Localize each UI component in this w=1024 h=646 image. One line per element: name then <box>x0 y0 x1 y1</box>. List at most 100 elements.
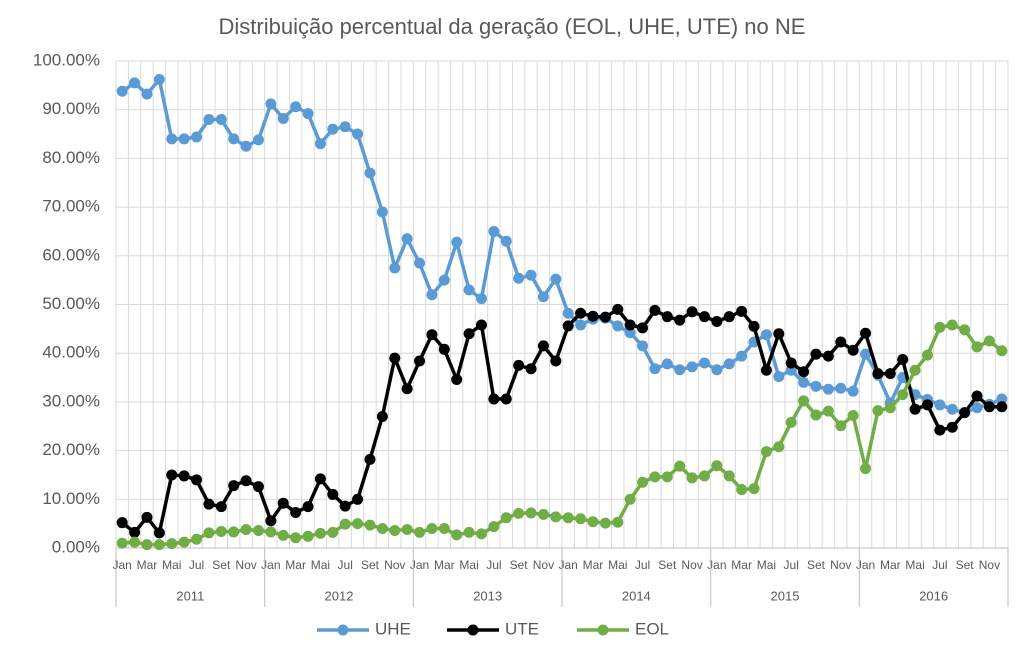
data-point <box>959 407 971 419</box>
data-point <box>723 311 735 323</box>
data-point <box>637 476 649 488</box>
data-point <box>599 517 611 529</box>
y-tick-label: 80.00% <box>42 148 100 167</box>
data-point <box>438 274 450 286</box>
data-point <box>178 133 190 145</box>
data-point <box>414 526 426 538</box>
x-tick-label: Mar <box>285 558 306 572</box>
data-point <box>921 399 933 411</box>
data-point <box>302 530 314 542</box>
data-point <box>884 402 896 414</box>
data-point <box>860 463 872 475</box>
data-point <box>996 401 1008 413</box>
data-point <box>364 167 376 179</box>
x-tick-label: Nov <box>830 558 851 572</box>
data-point <box>674 460 686 472</box>
x-tick-label: Jul <box>189 558 204 572</box>
data-point <box>488 393 500 405</box>
data-point <box>364 453 376 465</box>
data-point <box>116 517 128 529</box>
data-point <box>401 383 413 395</box>
data-point <box>785 357 797 369</box>
data-point <box>698 470 710 482</box>
data-point <box>129 536 141 548</box>
data-point <box>860 348 872 360</box>
data-point <box>736 305 748 317</box>
data-point <box>649 471 661 483</box>
data-point <box>884 368 896 380</box>
data-point <box>773 328 785 340</box>
data-point <box>228 480 240 492</box>
data-point <box>302 501 314 513</box>
data-point <box>773 441 785 453</box>
data-point <box>723 358 735 370</box>
x-tick-label: Mar <box>731 558 752 572</box>
x-tick-label: Mai <box>608 558 627 572</box>
x-tick-label: Set <box>807 558 826 572</box>
data-point <box>290 101 302 113</box>
data-point <box>475 528 487 540</box>
data-point <box>921 349 933 361</box>
data-point <box>228 133 240 145</box>
data-point <box>686 472 698 484</box>
data-point <box>612 516 624 528</box>
data-point <box>934 424 946 436</box>
data-point <box>129 77 141 89</box>
data-point <box>847 410 859 422</box>
x-tick-label: Jul <box>338 558 353 572</box>
data-point <box>897 354 909 366</box>
data-point <box>698 357 710 369</box>
data-point <box>934 399 946 411</box>
data-point <box>798 376 810 388</box>
data-point <box>376 411 388 423</box>
x-tick-label: Nov <box>533 558 554 572</box>
x-tick-label: Jul <box>486 558 501 572</box>
data-point <box>475 319 487 331</box>
data-point <box>537 291 549 303</box>
data-point <box>451 236 463 248</box>
x-tick-label: Mai <box>162 558 181 572</box>
data-point <box>203 527 215 539</box>
data-point <box>736 350 748 362</box>
data-point <box>996 393 1008 405</box>
data-point <box>537 340 549 352</box>
data-point <box>674 364 686 376</box>
data-point <box>500 393 512 405</box>
data-point <box>624 319 636 331</box>
data-point <box>215 113 227 125</box>
data-point <box>265 98 277 110</box>
legend-label: UHE <box>375 619 411 638</box>
x-tick-label: Mai <box>459 558 478 572</box>
data-point <box>327 526 339 538</box>
x-tick-label: Jan <box>559 558 578 572</box>
data-point <box>723 470 735 482</box>
data-point <box>153 527 165 539</box>
data-point <box>810 409 822 421</box>
data-point <box>290 532 302 544</box>
data-point <box>711 364 723 376</box>
data-point <box>389 352 401 364</box>
x-group-label: 2014 <box>622 588 651 603</box>
data-point <box>277 497 289 509</box>
data-point <box>426 289 438 301</box>
x-tick-label: Jul <box>932 558 947 572</box>
y-tick-label: 50.00% <box>42 294 100 313</box>
data-point <box>339 518 351 530</box>
data-point <box>798 366 810 378</box>
data-point <box>525 507 537 519</box>
data-point <box>401 523 413 535</box>
y-tick-label: 10.00% <box>42 489 100 508</box>
data-point <box>314 138 326 150</box>
data-point <box>463 526 475 538</box>
data-point <box>835 420 847 432</box>
y-tick-label: 0.00% <box>52 537 100 556</box>
data-point <box>971 402 983 414</box>
data-point <box>488 225 500 237</box>
x-tick-label: Nov <box>979 558 1000 572</box>
data-point <box>760 329 772 341</box>
x-tick-label: Mar <box>880 558 901 572</box>
data-point <box>822 405 834 417</box>
data-point <box>562 307 574 319</box>
data-point <box>773 371 785 383</box>
data-point <box>983 335 995 347</box>
